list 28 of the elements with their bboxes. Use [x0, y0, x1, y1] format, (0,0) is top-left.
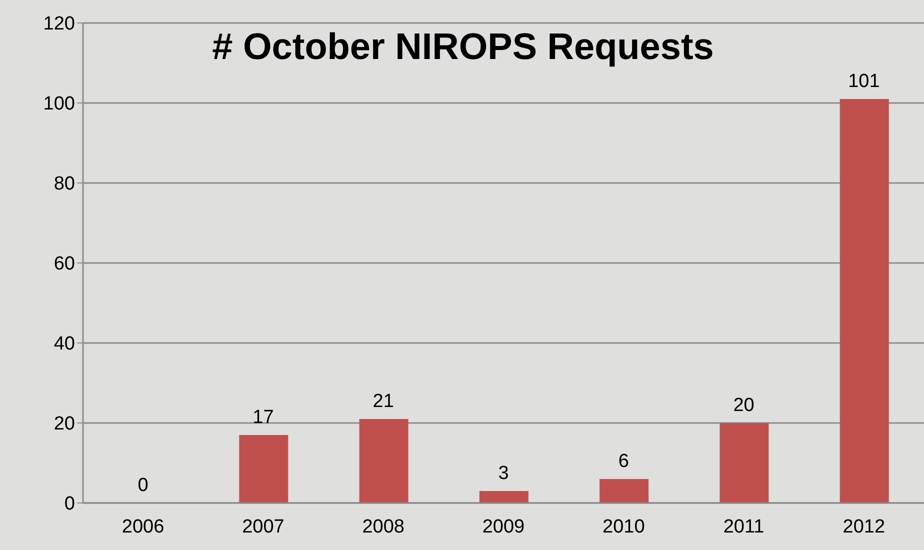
y-tick-label: 60	[54, 254, 75, 275]
data-label: 6	[618, 451, 629, 472]
chart-title: # October NIROPS Requests	[212, 26, 714, 67]
data-label: 101	[848, 71, 880, 92]
y-tick-label: 120	[43, 14, 75, 35]
bar	[239, 435, 288, 503]
y-tick-label: 20	[54, 414, 75, 435]
data-label: 17	[252, 407, 274, 428]
y-tick-label: 80	[54, 174, 75, 195]
data-label: 0	[138, 475, 148, 496]
x-tick-label: 2009	[482, 516, 525, 538]
bar	[840, 99, 889, 503]
bar	[359, 419, 408, 503]
y-tick-label: 0	[64, 494, 75, 515]
bar	[600, 479, 649, 503]
x-tick-label: 2010	[602, 516, 645, 538]
data-label: 20	[733, 395, 754, 416]
x-tick-label: 2011	[723, 516, 764, 538]
y-tick-label: 40	[54, 334, 75, 355]
y-tick-label: 100	[43, 94, 75, 115]
data-label: 21	[372, 391, 394, 412]
bar	[479, 491, 528, 503]
x-tick-label: 2012	[842, 516, 886, 538]
x-tick-label: 2007	[242, 516, 284, 538]
x-tick-label: 2008	[362, 516, 404, 538]
data-label: 3	[498, 463, 509, 484]
x-tick-label: 2006	[122, 516, 164, 538]
bar	[720, 423, 769, 503]
